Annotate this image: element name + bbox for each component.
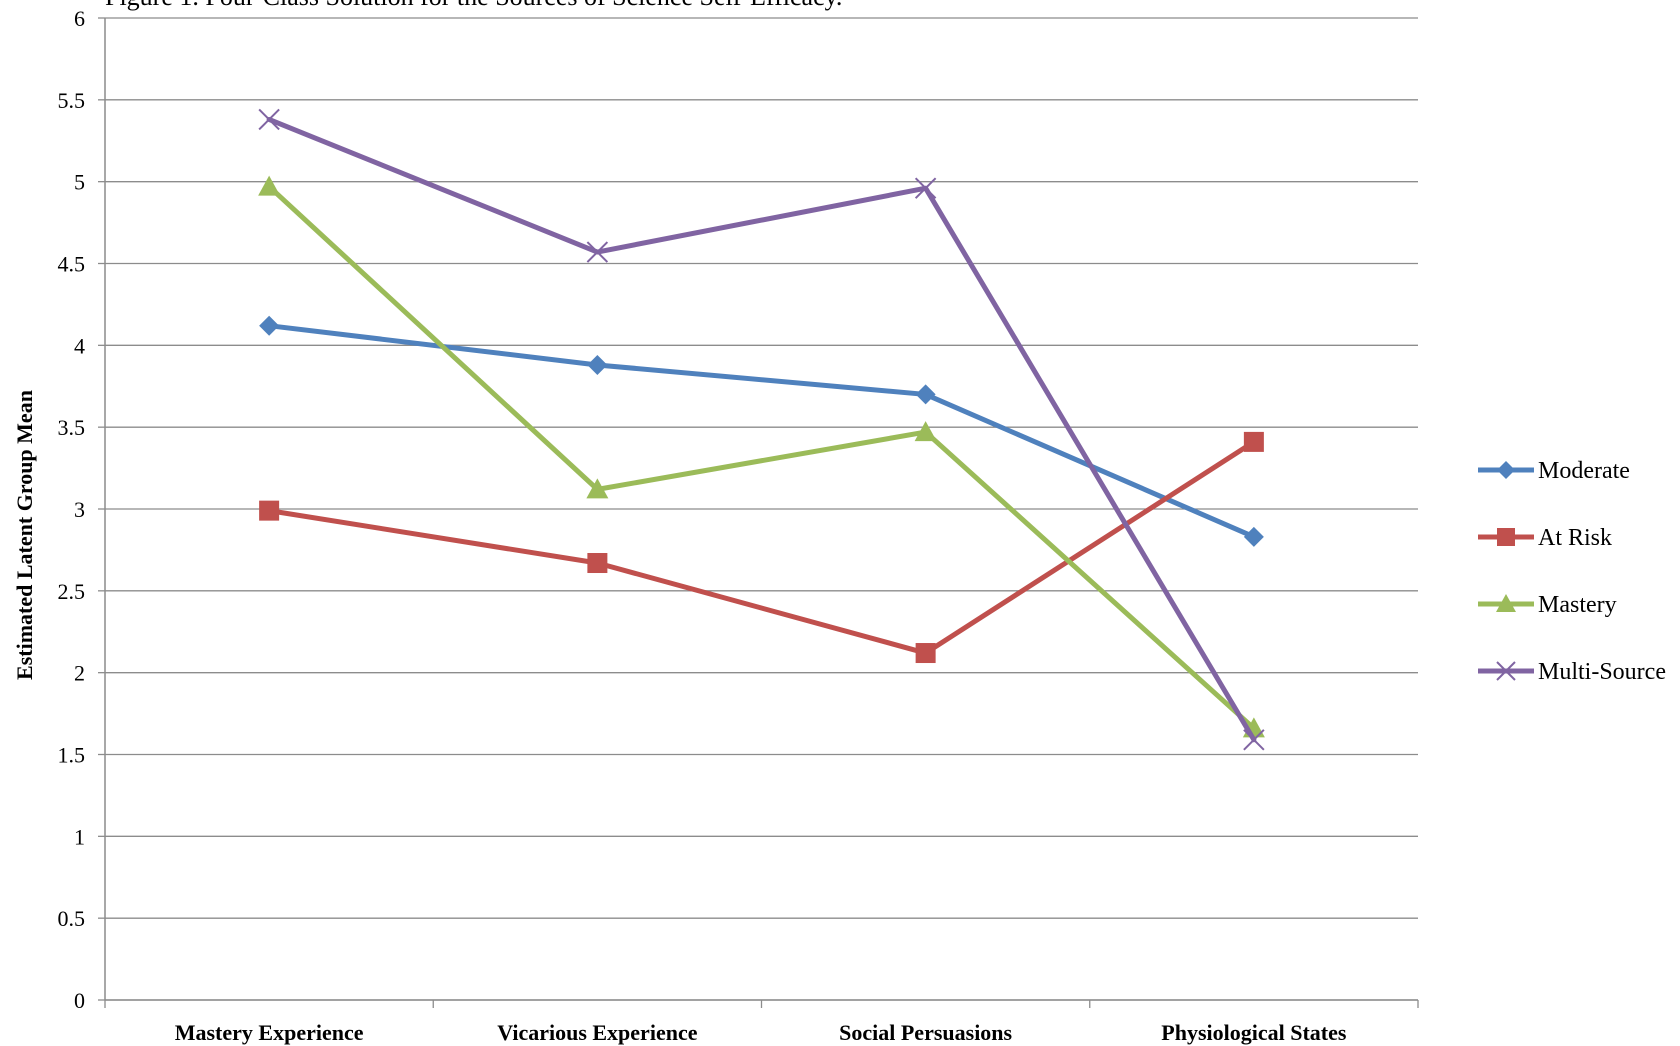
data-point (587, 354, 608, 375)
x-tick-labels: Mastery Experience Vicarious Experience So… (175, 1020, 1347, 1045)
series-line (266, 184, 1257, 731)
y-axis-title: Estimated Latent Group Mean (12, 390, 37, 680)
legend-item: Moderate (1478, 458, 1630, 484)
y-tick-label: 5.5 (58, 88, 86, 113)
y-tick-labels: 0 0.5 1 1.5 2 2.5 3 3.5 4 4.5 5 5.5 6 (58, 6, 86, 1013)
y-tick-label: 5 (74, 170, 85, 195)
data-point (1497, 461, 1515, 479)
data-point (914, 421, 937, 442)
y-tick-label: 3 (74, 497, 85, 522)
chart-title: Figure 1. Four-Class Solution for the So… (105, 0, 842, 11)
series-group (258, 108, 1265, 751)
data-point (1243, 729, 1265, 751)
legend-label: Multi-Source (1538, 659, 1666, 685)
y-tick-label: 4 (74, 333, 85, 358)
x-tick-label: Vicarious Experience (497, 1020, 697, 1045)
series-line (266, 323, 1257, 540)
data-point (1243, 431, 1264, 452)
series-moderate (259, 315, 1264, 547)
series-line (266, 439, 1257, 656)
legend-item: Mastery (1478, 592, 1617, 618)
y-tick-label: 0 (74, 988, 85, 1013)
data-point (1243, 526, 1264, 547)
gridlines (98, 17, 1418, 1001)
legend-label: Mastery (1538, 592, 1617, 618)
y-tick-label: 1.5 (58, 743, 86, 768)
y-tick-label: 2 (74, 661, 85, 686)
data-point (587, 553, 608, 574)
x-tick-label: Physiological States (1161, 1020, 1347, 1045)
legend-label: At Risk (1538, 525, 1612, 551)
y-tick-label: 4.5 (58, 252, 86, 277)
data-point (586, 478, 609, 499)
y-tick-label: 0.5 (58, 906, 86, 931)
axes (104, 18, 1419, 1008)
series-line (266, 116, 1257, 743)
y-tick-label: 2.5 (58, 579, 86, 604)
data-point (915, 643, 936, 664)
y-tick-label: 1 (74, 824, 85, 849)
legend: Moderate At Risk Mastery Multi-Source (1478, 458, 1666, 685)
data-point (259, 500, 280, 521)
data-point (915, 384, 936, 405)
data-point (258, 108, 280, 131)
data-point (586, 241, 609, 263)
series-multi-source (258, 108, 1265, 751)
data-point (1496, 594, 1516, 612)
data-point (1496, 661, 1516, 681)
x-tick-label: Mastery Experience (175, 1020, 364, 1045)
y-tick-label: 3.5 (58, 415, 86, 440)
y-tick-label: 6 (74, 6, 85, 31)
x-tick-label: Social Persuasions (839, 1020, 1012, 1045)
legend-item: At Risk (1478, 525, 1612, 551)
data-point (1497, 528, 1515, 546)
legend-item: Multi-Source (1478, 659, 1666, 685)
series-mastery (258, 175, 1265, 738)
legend-label: Moderate (1538, 458, 1630, 484)
data-point (259, 315, 280, 336)
data-point (258, 175, 281, 196)
series-at-risk (259, 431, 1264, 664)
data-point (914, 177, 937, 199)
